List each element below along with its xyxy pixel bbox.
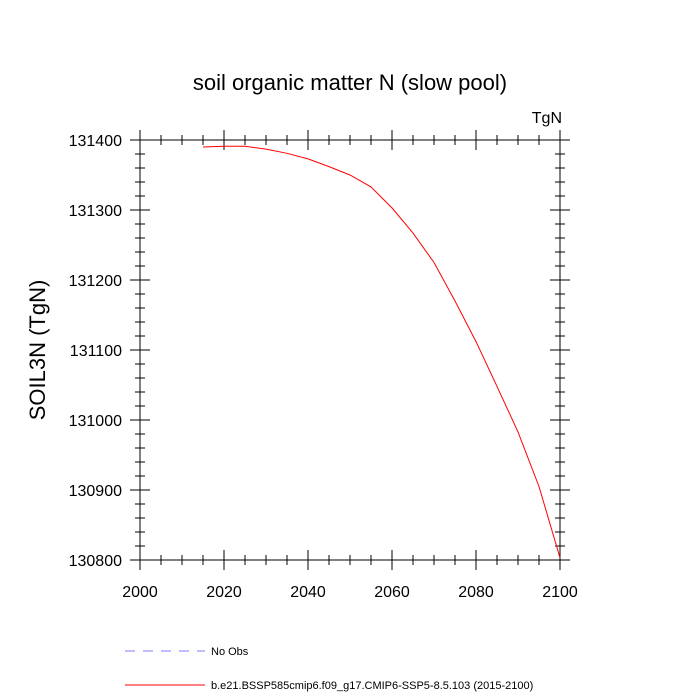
y-tick-labels: 130800 130900 131000 131100 131200 131300 1314…	[69, 133, 122, 570]
legend-label-model-run: b.e21.BSSP585cmip6.f09_g17.CMIP6-SSP5-8.…	[211, 680, 533, 692]
x-tick-label: 2060	[374, 584, 410, 601]
y-tick-label: 130800	[69, 553, 122, 570]
legend-label-no-obs: No Obs	[211, 646, 249, 658]
x-tick-label: 2100	[542, 584, 578, 601]
legend: No Obs b.e21.BSSP585cmip6.f09_g17.CMIP6-…	[125, 646, 533, 692]
y-axis-label: SOIL3N (TgN)	[25, 280, 50, 421]
x-tick-label: 2040	[290, 584, 326, 601]
series-group	[202, 145, 561, 559]
plot-frame	[139, 139, 561, 561]
y-tick-label: 131000	[69, 413, 122, 430]
units-label: TgN	[532, 110, 562, 127]
x-tick-label: 2080	[458, 584, 494, 601]
x-tick-label: 2000	[122, 584, 158, 601]
axis-ticks	[130, 130, 570, 570]
x-tick-label: 2020	[206, 584, 242, 601]
y-tick-label: 131300	[69, 203, 122, 220]
y-tick-label: 131100	[70, 343, 122, 360]
y-tick-label: 131400	[69, 133, 122, 150]
y-tick-label: 130900	[69, 483, 122, 500]
x-tick-labels: 2000 2020 2040 2060 2080 2100	[122, 584, 578, 601]
chart-title: soil organic matter N (slow pool)	[193, 70, 507, 95]
series-line	[202, 145, 561, 559]
y-tick-label: 131200	[69, 273, 122, 290]
